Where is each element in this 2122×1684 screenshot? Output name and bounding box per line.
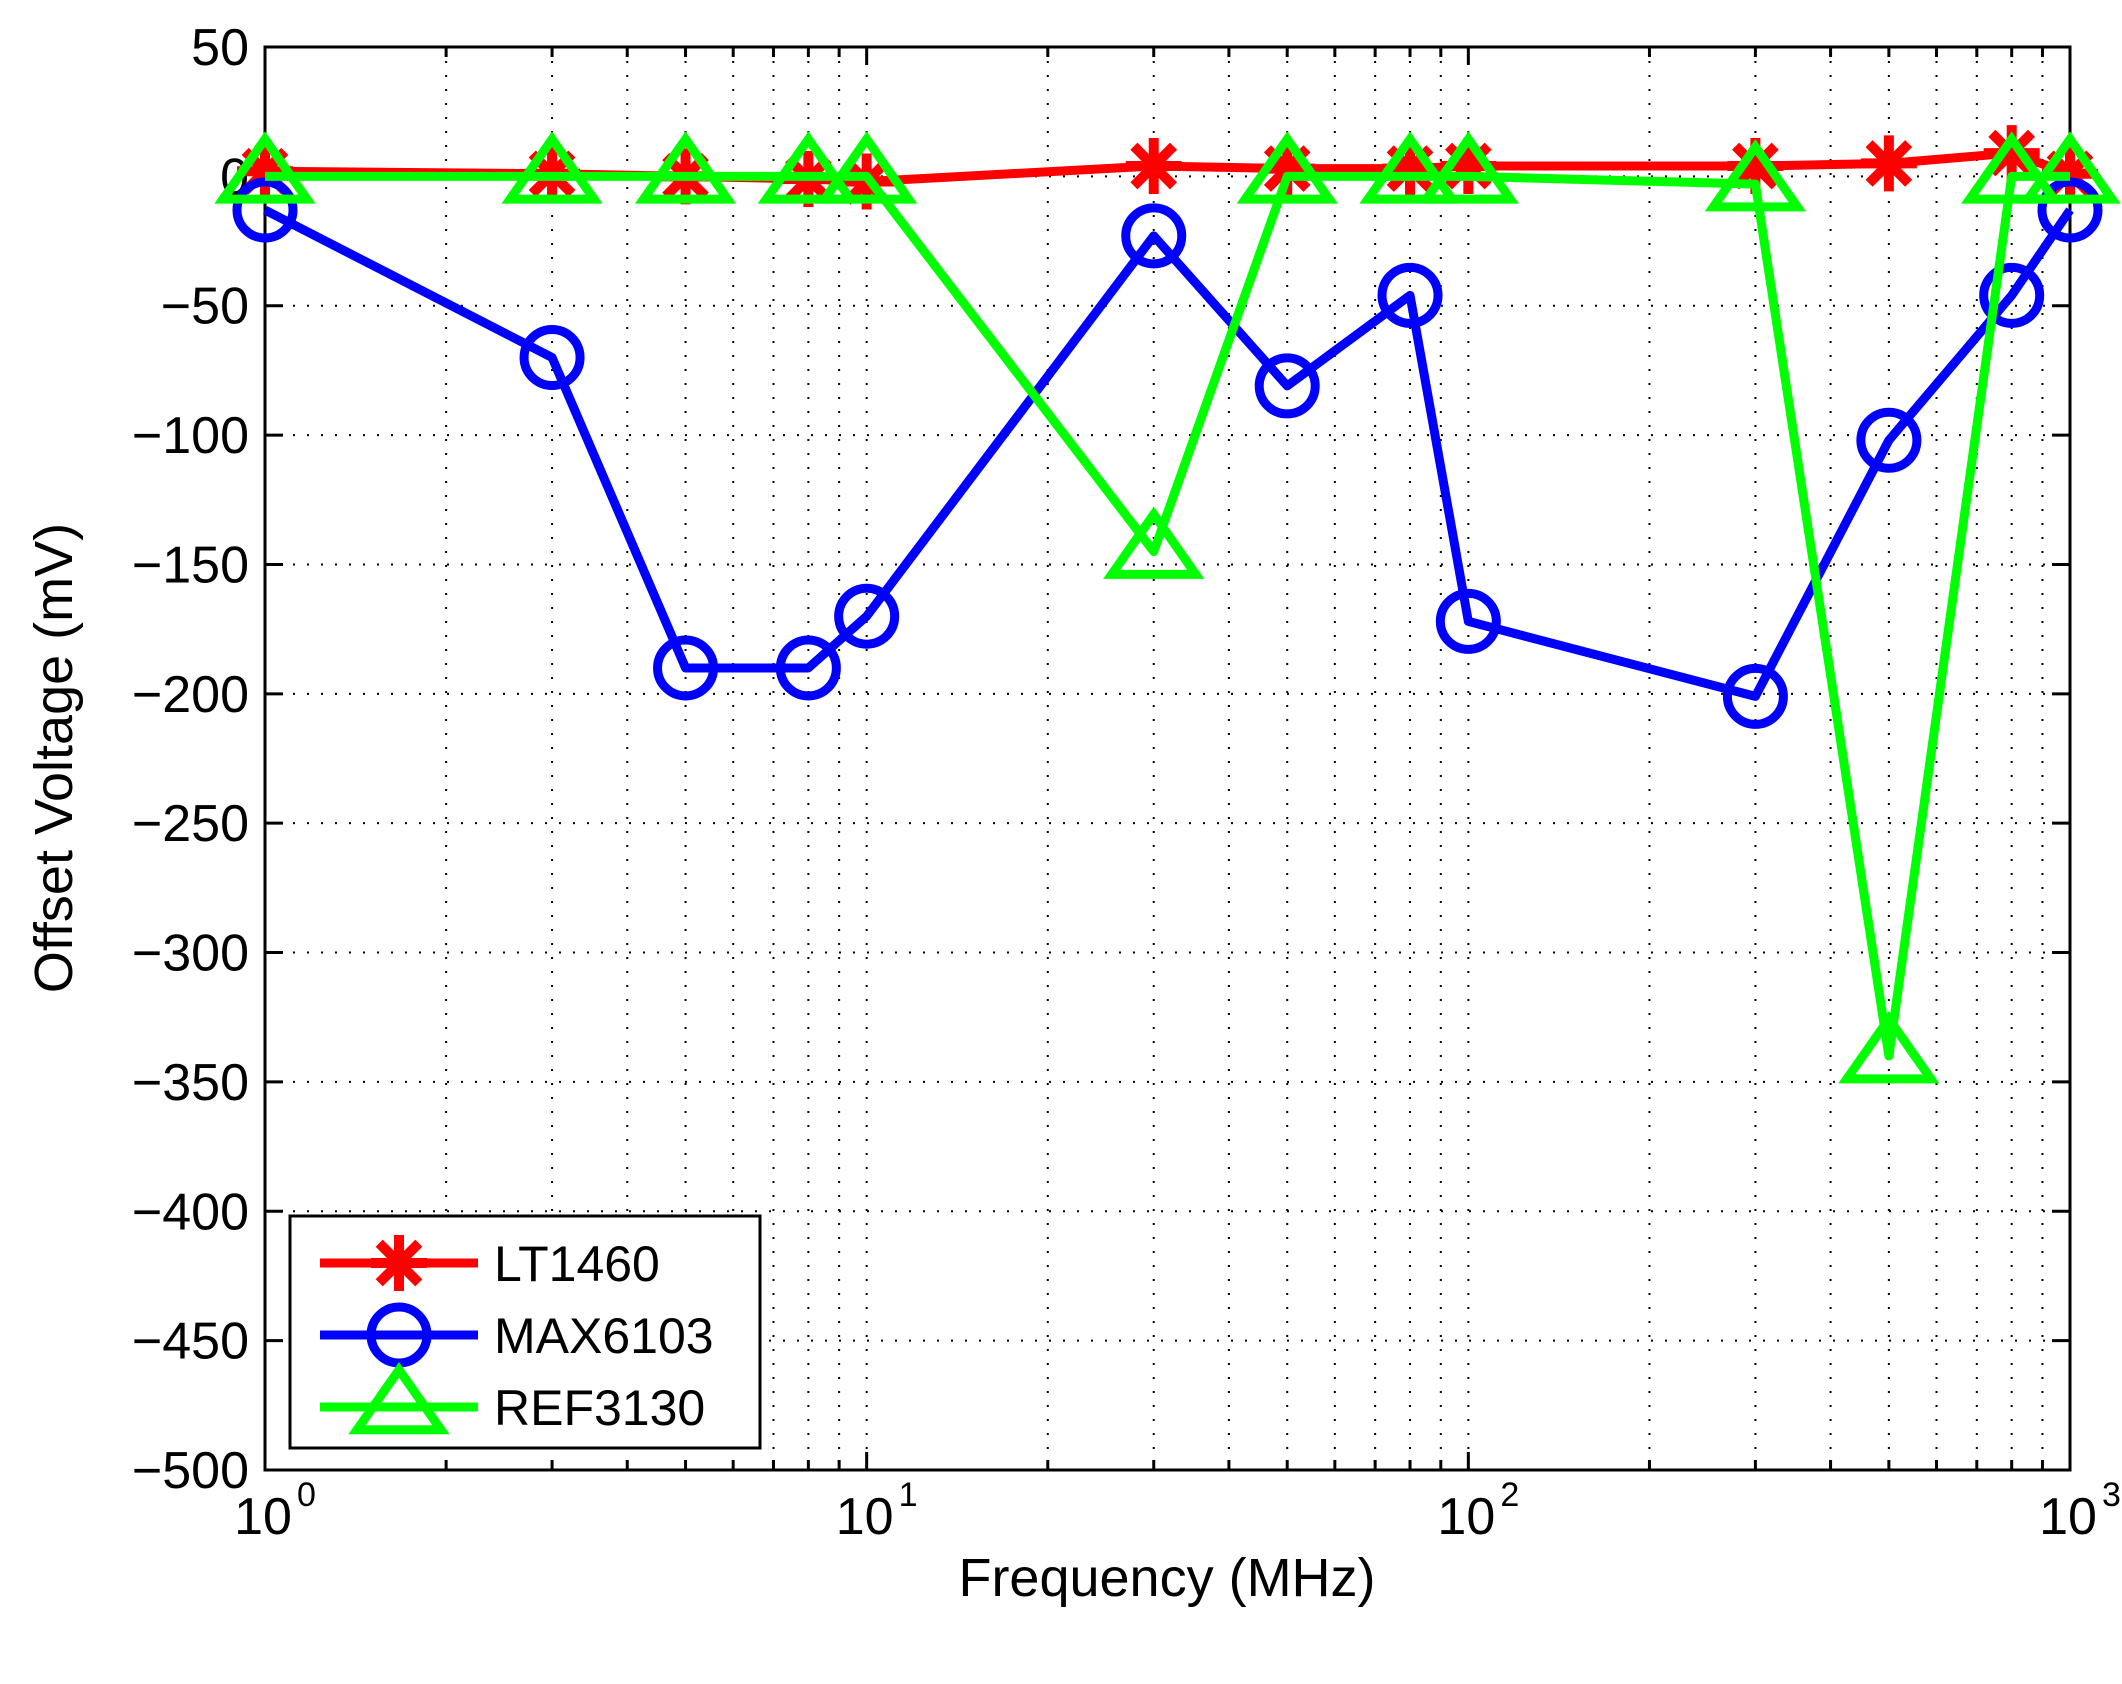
data-point-max6103 bbox=[653, 635, 719, 701]
data-point-ref3130 bbox=[1417, 131, 1519, 204]
data-point-ref3130 bbox=[501, 131, 603, 204]
x-tick-labels: 10 0 10 1 10 2 10 3 bbox=[234, 1476, 2121, 1546]
data-point-max6103 bbox=[775, 635, 841, 701]
y-tick-label: 50 bbox=[191, 19, 249, 77]
series-max6103 bbox=[232, 177, 2103, 729]
asterisk-stroke bbox=[1865, 140, 1913, 187]
legend-item-max6103: MAX6103 bbox=[320, 1302, 714, 1368]
x-tick-label: 10 bbox=[234, 1488, 292, 1546]
data-point-lt1460 bbox=[1860, 135, 1917, 192]
data-point-ref3130 bbox=[1359, 131, 1461, 204]
axis-ticks bbox=[263, 45, 2072, 1472]
x-tick-label: 10 bbox=[1437, 1488, 1495, 1546]
legend-label-max6103: MAX6103 bbox=[494, 1308, 714, 1364]
data-point-ref3130 bbox=[214, 131, 316, 204]
data-point-max6103 bbox=[1856, 407, 1922, 473]
asterisk-stroke bbox=[1130, 142, 1178, 190]
x-tick-exponent: 2 bbox=[1500, 1476, 1519, 1514]
legend-item-ref3130: REF3130 bbox=[320, 1361, 705, 1436]
y-tick-label: −150 bbox=[132, 536, 249, 594]
x-axis-label: Frequency (MHz) bbox=[958, 1548, 1375, 1608]
series-group bbox=[214, 125, 2121, 1084]
data-point-max6103 bbox=[1979, 262, 2045, 328]
data-point-max6103 bbox=[1121, 203, 1187, 269]
x-tick-exponent: 3 bbox=[2102, 1476, 2121, 1514]
y-tick-label: −350 bbox=[132, 1054, 249, 1112]
data-point-max6103 bbox=[1435, 588, 1501, 654]
data-point-ref3130 bbox=[1704, 139, 1807, 212]
data-point-max6103 bbox=[2037, 177, 2103, 243]
data-point-ref3130 bbox=[2019, 131, 2121, 204]
y-tick-label: −50 bbox=[161, 278, 249, 336]
legend-label-ref3130: REF3130 bbox=[494, 1380, 705, 1436]
y-tick-label: −200 bbox=[132, 666, 249, 724]
data-point-ref3130 bbox=[1103, 506, 1205, 579]
y-tick-labels: 500−50−100−150−200−250−300−350−400−450−5… bbox=[132, 19, 249, 1500]
y-tick-label: −500 bbox=[132, 1442, 249, 1500]
asterisk-stroke bbox=[1988, 129, 2036, 177]
x-tick-label: 10 bbox=[2039, 1488, 2097, 1546]
y-tick-label: −250 bbox=[132, 795, 249, 853]
series-line-ref3130 bbox=[265, 171, 2070, 1061]
y-tick-label: −100 bbox=[132, 407, 249, 465]
data-point-ref3130 bbox=[1838, 1010, 1940, 1084]
x-tick-exponent: 1 bbox=[899, 1476, 918, 1514]
data-point-ref3130 bbox=[757, 131, 860, 204]
legend-marker-lt1460 bbox=[371, 1235, 427, 1291]
legend-label-lt1460: LT1460 bbox=[494, 1236, 660, 1292]
data-point-ref3130 bbox=[1961, 131, 2063, 204]
legend: LT1460 MAX6103 REF3130 bbox=[288, 1214, 762, 1450]
asterisk-stroke bbox=[375, 1239, 423, 1287]
series-line-max6103 bbox=[262, 205, 2074, 701]
data-point-max6103 bbox=[834, 583, 900, 649]
y-tick-label: −300 bbox=[132, 925, 249, 983]
x-tick-exponent: 0 bbox=[297, 1476, 316, 1514]
data-point-ref3130 bbox=[634, 131, 737, 204]
data-point-max6103 bbox=[1377, 262, 1443, 328]
series-ref3130 bbox=[214, 131, 2121, 1084]
x-tick-label: 10 bbox=[836, 1488, 894, 1546]
y-tick-label: −400 bbox=[132, 1183, 249, 1241]
plot-frame bbox=[263, 45, 2072, 1472]
data-point-max6103 bbox=[232, 177, 298, 243]
legend-marker-ref3130 bbox=[348, 1361, 450, 1435]
data-point-max6103 bbox=[1254, 353, 1320, 419]
data-point-max6103 bbox=[519, 324, 585, 390]
data-point-max6103 bbox=[1722, 663, 1788, 729]
y-tick-label: −450 bbox=[132, 1313, 249, 1371]
data-point-lt1460 bbox=[1125, 138, 1182, 195]
asterisk-stroke bbox=[1732, 142, 1779, 190]
data-point-ref3130 bbox=[816, 131, 918, 204]
legend-item-lt1460: LT1460 bbox=[320, 1235, 660, 1292]
y-axis-label: Offset Voltage (mV) bbox=[24, 523, 84, 993]
data-point-ref3130 bbox=[1236, 131, 1338, 204]
